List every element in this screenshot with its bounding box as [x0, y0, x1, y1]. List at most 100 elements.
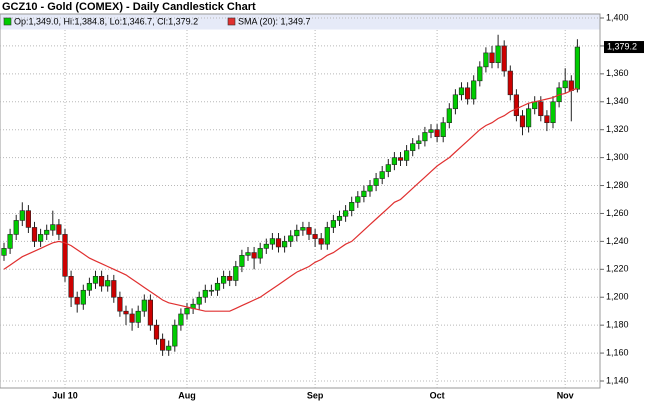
candle-body	[233, 266, 239, 281]
candle-body	[410, 143, 416, 151]
candle-body	[25, 210, 32, 228]
y-tick-label: 1,160	[606, 347, 629, 357]
candle-body	[574, 46, 580, 90]
y-tick-label: 1,360	[606, 68, 629, 78]
candle-body	[251, 252, 257, 259]
candle-body	[288, 235, 294, 242]
candle-body	[361, 190, 367, 198]
candle-body	[458, 87, 465, 96]
y-tick-label: 1,400	[606, 12, 629, 22]
candle-body	[105, 280, 111, 287]
candle-body	[160, 338, 166, 351]
candle-body	[92, 275, 99, 284]
candle-body	[483, 52, 489, 68]
candle-body	[422, 132, 428, 142]
candle-body	[147, 299, 154, 326]
candle-body	[568, 80, 574, 91]
candle-body	[452, 94, 459, 110]
candle-body	[239, 255, 245, 267]
candle-body	[471, 80, 477, 100]
candle-body	[391, 157, 398, 165]
candle-body	[397, 157, 404, 161]
candle-body	[446, 108, 452, 124]
candle-body	[501, 45, 507, 72]
x-tick-label: Nov	[557, 390, 574, 400]
candle-body	[37, 234, 44, 242]
candle-body	[86, 282, 92, 291]
candle-body	[349, 201, 355, 211]
chart-title: GCZ10 - Gold (COMEX) - Daily Candlestick…	[2, 1, 256, 13]
candle-body	[513, 94, 519, 117]
candle-body	[544, 115, 550, 124]
candle-body	[263, 243, 269, 249]
y-tick-label: 1,340	[606, 96, 629, 106]
plot-area	[0, 13, 601, 389]
candle-body	[294, 229, 300, 237]
y-tick-label: 1,320	[606, 124, 629, 134]
candle-body	[123, 310, 129, 315]
candle-body	[403, 150, 410, 161]
candle-body	[178, 313, 184, 326]
candle-body	[464, 87, 471, 100]
candle-body	[50, 224, 56, 231]
candle-body	[196, 296, 202, 305]
y-tick-label: 1,280	[606, 180, 629, 190]
candle-body	[56, 224, 62, 235]
candle-body	[184, 308, 190, 315]
candle-body	[379, 171, 385, 179]
y-tick-label: 1,260	[606, 208, 629, 218]
candle-body	[312, 234, 318, 239]
y-tick-label: 1,240	[606, 236, 629, 246]
candle-body	[336, 215, 343, 221]
candle-body	[202, 289, 208, 298]
candle-body	[477, 66, 483, 82]
x-tick-label: Sep	[307, 390, 324, 400]
candle-body	[550, 101, 556, 124]
legend-entry: Op:1,349.0, Hi:1,384.8, Lo:1,346.7, Cl:1…	[14, 16, 198, 26]
candle-body	[245, 252, 251, 256]
candle-body	[440, 122, 446, 137]
legend-swatch	[3, 17, 12, 26]
sma-line	[3, 87, 578, 312]
candle-body	[281, 241, 288, 248]
y-tick-label: 1,180	[606, 320, 629, 330]
last-price-tag	[604, 41, 644, 54]
candle-body	[257, 248, 263, 259]
candle-body	[80, 289, 86, 305]
candle-body	[330, 220, 337, 228]
candle-body	[507, 70, 513, 96]
candle-body	[275, 238, 282, 248]
y-tick-label: 1,140	[606, 375, 629, 385]
candle-body	[221, 275, 227, 284]
y-tick-label: 1,300	[606, 152, 629, 162]
candle-body	[300, 227, 306, 231]
candle-body	[306, 227, 312, 235]
candle-body	[489, 52, 495, 63]
candle-body	[166, 345, 172, 351]
candle-body	[153, 324, 160, 340]
candle-body	[373, 178, 379, 186]
candle-body	[99, 275, 105, 287]
candle-body	[519, 115, 526, 128]
candle-body	[428, 129, 434, 133]
legend-entry: SMA (20): 1,349.7	[238, 16, 311, 26]
x-tick-label: Aug	[178, 390, 196, 400]
candle-body	[129, 313, 135, 323]
candle-body	[13, 220, 19, 235]
candle-body	[318, 238, 324, 245]
candle-body	[31, 227, 38, 242]
candle-body	[172, 324, 178, 347]
candle-body	[367, 185, 373, 192]
candle-body	[342, 210, 349, 217]
candle-body	[269, 238, 276, 245]
candle-body	[538, 101, 544, 117]
candle-body	[74, 296, 80, 305]
candle-body	[434, 129, 440, 137]
candle-body	[562, 80, 568, 89]
candle-body	[214, 282, 221, 291]
candle-body	[141, 299, 147, 312]
candle-body	[355, 196, 361, 203]
candle-body	[495, 45, 501, 63]
candle-body	[525, 108, 532, 128]
candle-body	[208, 289, 215, 292]
